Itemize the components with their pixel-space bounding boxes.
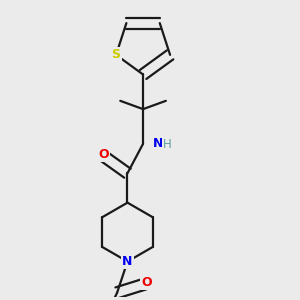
Text: H: H — [163, 138, 172, 151]
Text: O: O — [141, 276, 152, 289]
Text: N: N — [122, 255, 133, 268]
Text: N: N — [153, 137, 163, 150]
Text: S: S — [112, 48, 121, 62]
Text: O: O — [98, 148, 109, 161]
